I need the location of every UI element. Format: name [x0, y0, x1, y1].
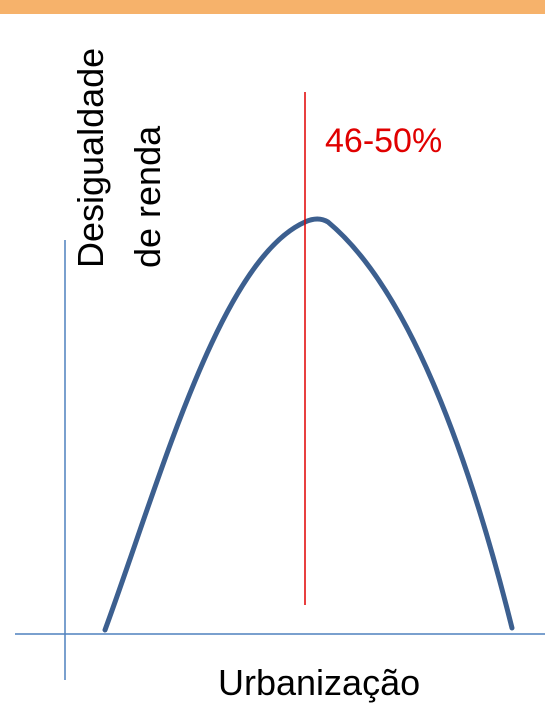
threshold-label: 46-50%	[325, 122, 442, 160]
y-axis-label-line1: Desigualdade	[70, 48, 111, 268]
x-axis-label: Urbanização	[218, 662, 420, 703]
y-axis-label-line2: de renda	[127, 125, 168, 268]
top-accent-band	[0, 0, 545, 14]
inverted-u-curve	[102, 216, 515, 633]
